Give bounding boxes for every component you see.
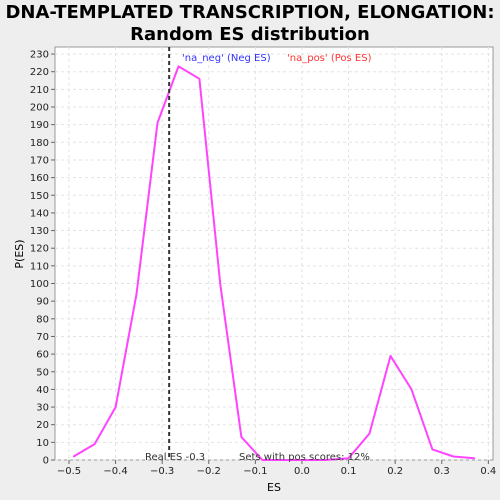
y-tick-label: 100 xyxy=(30,279,49,290)
y-tick-label: 50 xyxy=(36,367,49,378)
x-tick-label: −0.4 xyxy=(103,466,127,477)
data-point xyxy=(368,432,371,435)
data-point xyxy=(219,284,222,287)
y-tick-label: 200 xyxy=(30,103,49,114)
pos-scores-annotation: Sets with pos scores: 12% xyxy=(239,452,370,463)
x-tick-label: 0.4 xyxy=(480,466,496,477)
data-point xyxy=(156,122,159,124)
data-point xyxy=(177,65,180,68)
grid xyxy=(55,47,493,461)
series-group xyxy=(72,65,476,461)
x-tick-label: 0.2 xyxy=(387,466,403,477)
x-axis-label: ES xyxy=(267,481,281,494)
y-tick-label: 190 xyxy=(30,120,49,131)
y-tick-label: 60 xyxy=(36,350,49,361)
x-tick-label: 0.1 xyxy=(341,466,357,477)
x-tick-label: −0.3 xyxy=(150,466,174,477)
y-tick-label: 80 xyxy=(36,314,49,325)
data-point xyxy=(282,459,285,461)
data-point xyxy=(410,388,413,391)
y-tick-label: 90 xyxy=(36,297,49,308)
data-point xyxy=(324,459,327,461)
x-tick-label: −0.2 xyxy=(197,466,221,477)
x-axis: −0.5 −0.4 −0.3 −0.2 −0.1 0.0 0.1 0.2 0.3 0.4 xyxy=(57,460,496,477)
data-point xyxy=(198,77,201,80)
legend-pos: 'na_pos' (Pos ES) xyxy=(287,53,372,64)
data-point xyxy=(93,443,96,445)
y-tick-label: 130 xyxy=(30,226,49,237)
data-point xyxy=(114,406,117,408)
plot-area xyxy=(54,46,494,461)
data-point xyxy=(431,448,434,451)
data-point xyxy=(135,293,138,295)
data-point xyxy=(347,457,350,460)
data-point xyxy=(389,355,392,357)
y-axis-label: P(ES) xyxy=(13,239,26,268)
x-tick-label: −0.1 xyxy=(243,466,267,477)
y-tick-label: 110 xyxy=(30,261,49,272)
data-point xyxy=(303,459,306,461)
data-point xyxy=(452,455,455,458)
y-tick-label: 180 xyxy=(30,138,49,149)
y-tick-label: 10 xyxy=(36,438,49,449)
y-tick-label: 120 xyxy=(30,244,49,255)
real-es-annotation: Real ES -0.3 xyxy=(145,452,205,463)
y-tick-label: 70 xyxy=(36,332,49,343)
chart-title-line1: DNA-TEMPLATED TRANSCRIPTION, ELONGATION: xyxy=(5,2,495,23)
data-point xyxy=(261,459,264,461)
y-tick-label: 30 xyxy=(36,403,49,414)
x-tick-label: 0.0 xyxy=(294,466,310,477)
chart-title-line2: Random ES distribution xyxy=(130,24,370,45)
y-tick-label: 0 xyxy=(43,456,49,467)
y-tick-label: 40 xyxy=(36,385,49,396)
y-tick-label: 210 xyxy=(30,85,49,96)
y-tick-label: 220 xyxy=(30,67,49,78)
y-tick-label: 160 xyxy=(30,173,49,184)
y-tick-label: 230 xyxy=(30,50,49,61)
y-tick-label: 170 xyxy=(30,155,49,166)
x-tick-label: 0.3 xyxy=(434,466,450,477)
y-axis: 0 10 20 30 40 50 60 70 80 90 100 110 120 130 140 150 160… xyxy=(30,50,55,467)
y-tick-label: 140 xyxy=(30,208,49,219)
data-point xyxy=(240,436,243,438)
legend-neg: 'na_neg' (Neg ES) xyxy=(182,53,271,64)
data-point xyxy=(72,455,75,458)
data-point xyxy=(473,457,476,460)
x-tick-label: −0.5 xyxy=(57,466,81,477)
chart-title: DNA-TEMPLATED TRANSCRIPTION, ELONGATION:… xyxy=(0,2,500,46)
y-tick-label: 20 xyxy=(36,420,49,431)
series-line xyxy=(73,65,475,461)
y-tick-label: 150 xyxy=(30,191,49,202)
